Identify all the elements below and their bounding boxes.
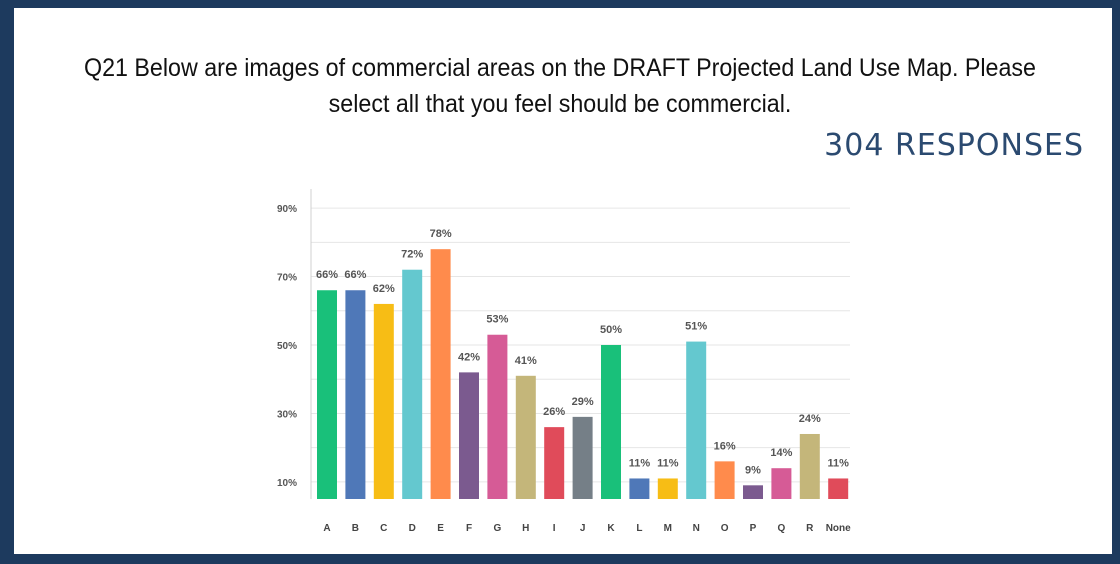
data-label: 11% <box>657 457 679 469</box>
bar <box>686 341 707 499</box>
data-label: 51% <box>685 321 707 333</box>
x-tick-label: A <box>323 523 330 534</box>
x-tick-label: N <box>693 523 700 534</box>
question-line-1: Q21 Below are images of commercial areas… <box>83 54 1036 82</box>
bar <box>714 461 735 499</box>
bar <box>317 290 337 499</box>
y-tick-label: 30% <box>277 409 297 420</box>
data-label: 26% <box>543 406 565 418</box>
x-tick-label: C <box>380 523 387 534</box>
data-label: 11% <box>629 457 651 469</box>
bar <box>459 372 479 499</box>
x-tick-label: O <box>721 523 729 534</box>
bar <box>544 427 565 499</box>
data-label: 53% <box>486 314 508 326</box>
data-label: 42% <box>458 351 480 363</box>
x-tick-label: K <box>607 523 615 534</box>
data-label: 41% <box>515 355 537 367</box>
data-label: 29% <box>572 396 594 408</box>
bar <box>601 345 621 499</box>
responses-count: 304 RESPONSES <box>824 128 1084 163</box>
x-tick-label: M <box>664 523 672 534</box>
x-tick-label: Q <box>778 523 786 534</box>
y-tick-label: 70% <box>277 273 297 284</box>
bar <box>657 478 678 499</box>
x-tick-label: I <box>553 523 556 534</box>
x-tick-label: E <box>437 523 444 534</box>
data-label: 11% <box>827 457 849 469</box>
question-title: Q21 Below are images of commercial areas… <box>39 50 1081 122</box>
bar <box>515 375 536 499</box>
x-tick-label: P <box>750 523 757 534</box>
x-tick-label: H <box>522 523 529 534</box>
x-tick-label: R <box>806 523 814 534</box>
x-tick-label: L <box>636 523 642 534</box>
bar <box>629 478 650 499</box>
y-tick-label: 50% <box>277 341 297 352</box>
bar <box>828 478 849 499</box>
bar <box>430 249 451 499</box>
data-label: 78% <box>430 228 452 240</box>
data-label: 66% <box>344 269 366 281</box>
x-tick-label: F <box>466 523 472 534</box>
bar <box>572 416 593 499</box>
y-tick-label: 10% <box>277 478 297 489</box>
bar-chart: 10% 30% 50% 70% 90% 66% A 66% B 62% C 72% D 78% E 42% F 5… <box>277 189 851 534</box>
x-tick-label: G <box>494 523 502 534</box>
data-label: 66% <box>316 269 338 281</box>
data-label: 16% <box>714 440 736 452</box>
bar <box>373 303 394 499</box>
bar <box>799 433 820 499</box>
bar <box>402 269 423 499</box>
x-tick-label: D <box>409 523 416 534</box>
bar <box>771 468 792 499</box>
x-tick-label: B <box>352 523 359 534</box>
data-label: 72% <box>401 249 423 261</box>
x-tick-label: J <box>580 523 586 534</box>
data-label: 14% <box>770 447 792 459</box>
data-label: 9% <box>745 464 761 476</box>
bar <box>345 290 366 499</box>
question-line-2: select all that you feel should be comme… <box>328 90 792 118</box>
data-label: 62% <box>373 283 395 295</box>
bar <box>743 485 763 499</box>
x-tick-label: None <box>826 523 851 534</box>
bar <box>487 334 508 499</box>
data-label: 50% <box>600 324 622 336</box>
y-tick-label: 90% <box>277 204 297 215</box>
data-label: 24% <box>799 413 821 425</box>
